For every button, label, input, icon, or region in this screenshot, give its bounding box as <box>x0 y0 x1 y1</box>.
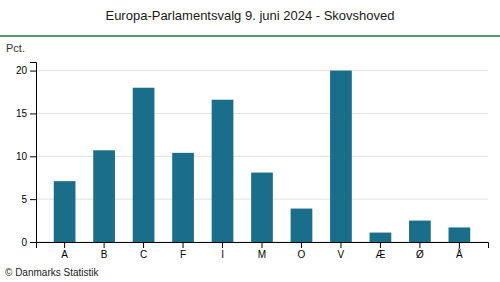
x-tick-mark <box>143 242 144 248</box>
bar <box>212 100 234 242</box>
x-tick: B <box>101 242 108 260</box>
x-tick: Æ <box>375 242 385 260</box>
bar <box>291 209 313 242</box>
x-tick-label: O <box>298 249 306 260</box>
y-tick: 5 <box>21 194 36 205</box>
grid <box>36 71 488 242</box>
bar <box>133 88 155 242</box>
x-axis: ABCFIMOVÆØÅ <box>37 242 489 260</box>
x-tick-mark <box>419 242 420 248</box>
chart: Europa-Parlamentsvalg 9. juni 2024 - Sko… <box>0 0 500 282</box>
x-tick-mark <box>183 242 184 248</box>
x-tick-label: Ø <box>416 249 424 260</box>
bar <box>409 221 431 242</box>
y-tick-label: 0 <box>21 237 27 248</box>
y-tick-label: 15 <box>16 108 28 119</box>
x-tick-label: Å <box>456 248 463 260</box>
y-axis-line <box>30 63 37 243</box>
bar <box>54 181 76 242</box>
x-tick: Ø <box>416 242 424 260</box>
bars <box>54 71 470 242</box>
title: Europa-Parlamentsvalg 9. juni 2024 - Sko… <box>105 8 394 23</box>
bar <box>370 233 392 242</box>
x-tick-mark <box>222 242 223 248</box>
x-tick-label: C <box>140 249 147 260</box>
y-axis-title: Pct. <box>6 42 25 54</box>
x-tick-label: A <box>61 249 68 260</box>
x-tick-label: B <box>101 249 108 260</box>
y-tick: 15 <box>16 108 36 119</box>
x-tick: I <box>221 242 224 260</box>
y-tick-label: 5 <box>21 194 27 205</box>
y-tick-mark <box>30 242 36 243</box>
bar <box>251 173 273 242</box>
x-tick-mark <box>340 242 341 248</box>
grid-line <box>36 70 488 71</box>
x-tick: Å <box>456 242 463 260</box>
y-tick-label: 10 <box>16 151 28 162</box>
bar <box>93 150 115 242</box>
x-tick-label: F <box>180 249 186 260</box>
y-tick-mark <box>30 199 36 200</box>
x-tick: M <box>258 242 266 260</box>
x-tick: F <box>180 242 186 260</box>
x-tick-mark <box>301 242 302 248</box>
x-tick-label: M <box>258 249 266 260</box>
bar <box>172 153 194 242</box>
y-tick-label: 20 <box>16 65 28 76</box>
x-tick-label: I <box>221 249 224 260</box>
x-tick: C <box>140 242 147 260</box>
y-tick: 0 <box>21 237 36 248</box>
title-rule <box>0 35 500 37</box>
x-tick: V <box>338 242 345 260</box>
x-tick-label: Æ <box>375 249 385 260</box>
x-tick-mark <box>64 242 65 248</box>
x-tick-mark <box>459 242 460 248</box>
y-tick-mark <box>30 113 36 114</box>
x-tick-label: V <box>338 249 345 260</box>
x-tick: A <box>61 242 68 260</box>
y-tick-mark <box>30 156 36 157</box>
bar <box>449 227 471 242</box>
grid-line <box>36 113 488 114</box>
y-axis: 0 5 10 15 20 <box>16 63 37 248</box>
y-tick: 20 <box>16 65 36 76</box>
x-tick-mark <box>380 242 381 248</box>
y-tick: 10 <box>16 151 36 162</box>
x-tick: O <box>298 242 306 260</box>
plot: 0 5 10 15 20 A B C F I M O V Æ Ø Å <box>16 63 489 261</box>
bar <box>330 71 352 242</box>
x-tick-mark <box>262 242 263 248</box>
x-tick-mark <box>104 242 105 248</box>
y-tick-mark <box>30 71 36 72</box>
footer: © Danmarks Statistik <box>5 267 100 278</box>
x-axis-line <box>37 243 489 249</box>
